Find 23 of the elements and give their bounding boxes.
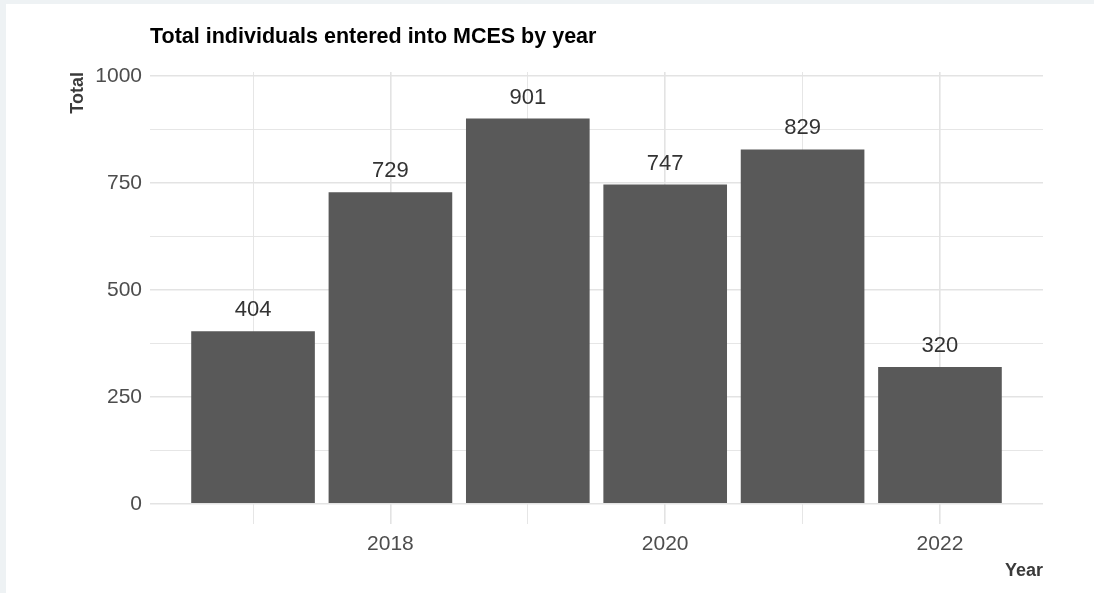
y-tick-label: 750 bbox=[106, 169, 142, 193]
y-tick-label: 0 bbox=[130, 490, 142, 514]
chart-title: Total individuals entered into MCES by year bbox=[150, 23, 598, 48]
bar bbox=[328, 192, 453, 504]
data-label: 829 bbox=[784, 114, 821, 140]
y-tick-label: 500 bbox=[106, 276, 142, 300]
bar bbox=[603, 184, 728, 504]
x-tick-label: 2022 bbox=[916, 531, 964, 555]
x-axis-title: Year bbox=[1004, 559, 1043, 580]
data-label: 404 bbox=[234, 296, 272, 322]
x-tick-label: 2018 bbox=[367, 531, 414, 555]
data-label: 320 bbox=[921, 332, 959, 358]
y-axis-title: Total bbox=[66, 72, 87, 114]
data-label: 747 bbox=[646, 149, 684, 175]
bar bbox=[740, 149, 865, 504]
bar bbox=[191, 331, 315, 504]
y-tick-label: 250 bbox=[106, 383, 142, 407]
data-label: 729 bbox=[372, 157, 409, 183]
data-label: 901 bbox=[509, 83, 547, 109]
x-tick-label: 2020 bbox=[641, 531, 689, 555]
y-tick-label: 1000 bbox=[95, 63, 142, 87]
bar bbox=[878, 367, 1002, 504]
bar bbox=[465, 118, 590, 504]
